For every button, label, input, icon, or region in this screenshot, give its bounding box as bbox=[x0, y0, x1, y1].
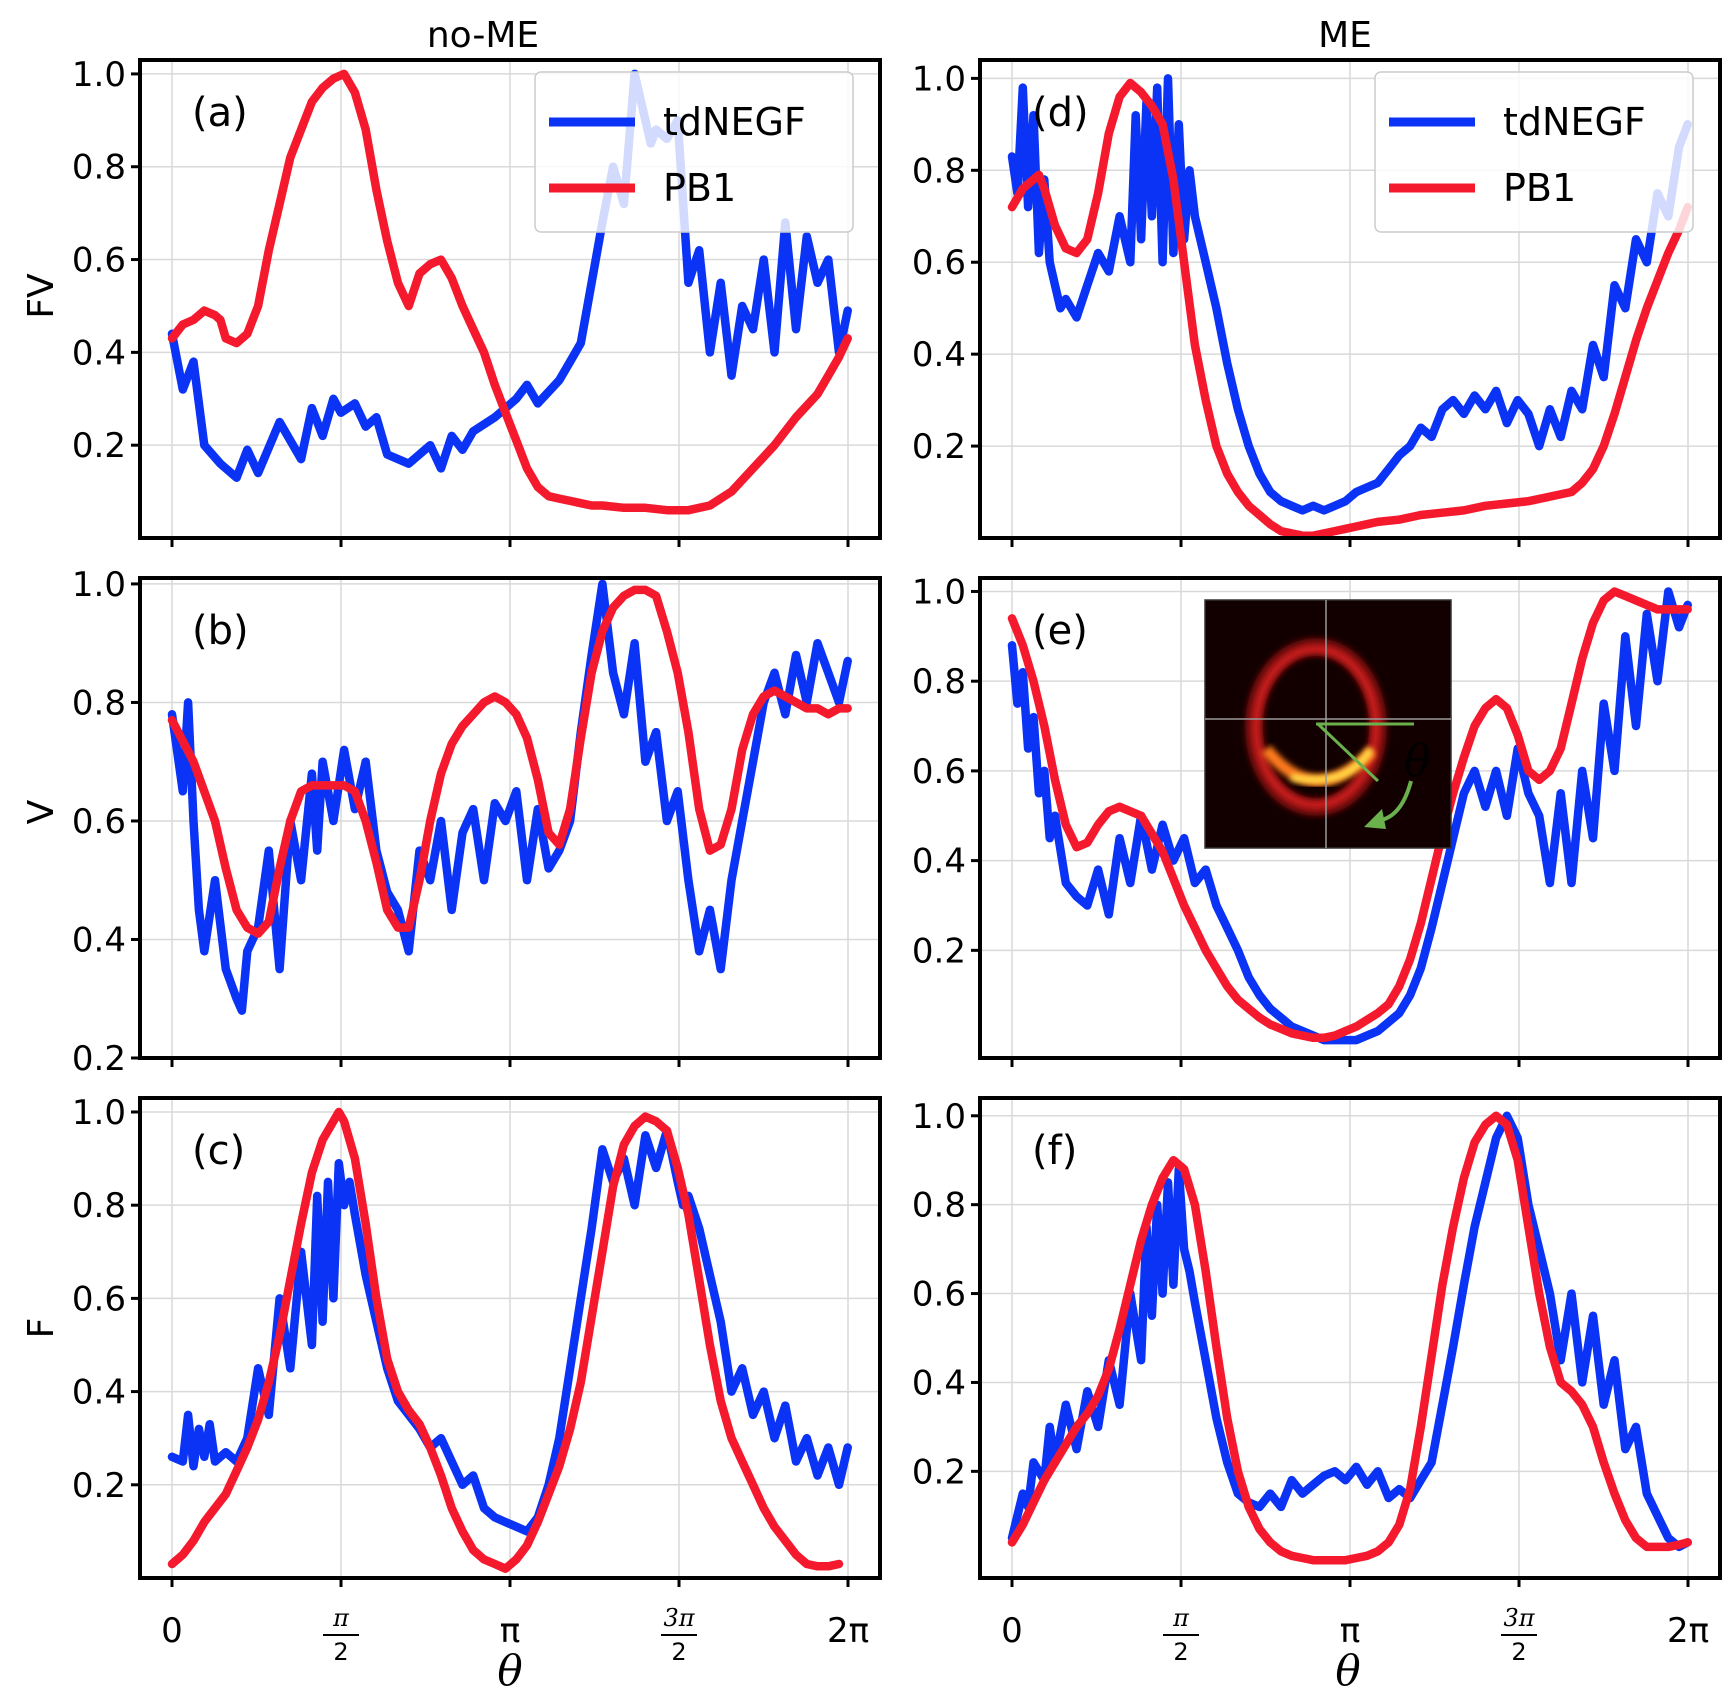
column-title-no-me: no-ME bbox=[427, 15, 539, 56]
y-tick-label: 0.6 bbox=[72, 1279, 126, 1319]
series-line-tdnegf bbox=[167, 69, 852, 482]
x-tick-label-denominator: 2 bbox=[1173, 1638, 1188, 1666]
series-line-pb1 bbox=[1007, 78, 1692, 540]
y-axis-label-f: F bbox=[21, 1318, 62, 1339]
inset-theta-label: θ bbox=[1404, 736, 1431, 787]
angle-ray bbox=[1316, 722, 1380, 783]
y-tick-label: 0.8 bbox=[912, 662, 966, 702]
column-title-me: ME bbox=[1318, 15, 1372, 56]
y-tick-label: 0.4 bbox=[912, 335, 966, 375]
y-tick-label: 0.6 bbox=[912, 243, 966, 283]
y-tick-label: 0.2 bbox=[912, 1452, 966, 1492]
plot-frame bbox=[138, 58, 882, 540]
legend: tdNEGF PB1 bbox=[1374, 71, 1694, 233]
plot-frame bbox=[978, 58, 1722, 540]
y-tick-label: 0.8 bbox=[72, 1186, 126, 1226]
y-tick-label: 0.8 bbox=[72, 683, 126, 723]
series-line-tdnegf bbox=[167, 579, 852, 1015]
y-tick-label: 0.8 bbox=[912, 1186, 966, 1226]
plot-frame bbox=[978, 576, 1722, 1060]
panel-label: (c) bbox=[192, 1128, 245, 1174]
series-line-pb1 bbox=[1007, 1111, 1692, 1565]
y-tick-label: 0.4 bbox=[912, 1363, 966, 1403]
x-axis-label-right: θ bbox=[1335, 1646, 1360, 1695]
x-tick-label: 3π2 bbox=[1501, 1604, 1537, 1666]
y-tick-label: 0.4 bbox=[72, 1373, 126, 1413]
y-tick-label: 0.2 bbox=[72, 1039, 126, 1079]
x-tick-label-denominator: 2 bbox=[333, 1638, 348, 1666]
inset-ring-image: θ bbox=[1204, 599, 1452, 849]
y-tick-label: 0.8 bbox=[72, 148, 126, 188]
y-axis-label-v: V bbox=[21, 799, 62, 824]
y-tick-label: 1.0 bbox=[912, 1097, 966, 1137]
y-tick-label: 0.2 bbox=[72, 426, 126, 466]
y-tick-label: 0.6 bbox=[912, 1275, 966, 1315]
y-tick-label: 1.0 bbox=[72, 565, 126, 605]
y-tick-label: 1.0 bbox=[912, 59, 966, 99]
ring bbox=[1252, 645, 1380, 809]
legend-label-pb1: PB1 bbox=[663, 166, 736, 210]
x-tick-label: 0 bbox=[161, 1611, 183, 1651]
x-tick-label: 2π bbox=[1667, 1611, 1709, 1651]
y-tick-label: 0.2 bbox=[912, 931, 966, 971]
x-tick-label: π2 bbox=[323, 1604, 359, 1666]
x-tick-label: 3π2 bbox=[661, 1604, 697, 1666]
y-tick-label: 0.6 bbox=[72, 802, 126, 842]
x-tick-label-numerator: π bbox=[332, 1604, 350, 1632]
x-tick-label: π bbox=[1340, 1611, 1360, 1651]
plot-frame bbox=[138, 576, 882, 1060]
y-tick-label: 0.4 bbox=[72, 920, 126, 960]
angle-arrow-head bbox=[1364, 809, 1386, 829]
panel-label: (d) bbox=[1032, 90, 1089, 136]
y-tick-label: 0.4 bbox=[72, 333, 126, 373]
y-tick-label: 0.2 bbox=[72, 1466, 126, 1506]
panel-b: 0.2 0.4 0.6 0.8 1.0 (b) bbox=[72, 565, 882, 1079]
series-line-pb1 bbox=[1007, 587, 1692, 1043]
x-tick-label-numerator: 3π bbox=[663, 1604, 695, 1632]
x-tick-label-denominator: 2 bbox=[671, 1638, 686, 1666]
y-tick-label: 0.6 bbox=[72, 241, 126, 281]
x-tick-label-numerator: π bbox=[1172, 1604, 1190, 1632]
series-line-pb1 bbox=[167, 69, 852, 515]
legend-label-tdnegf: tdNEGF bbox=[1503, 100, 1646, 144]
panel-a: 0.2 0.4 0.6 0.8 1.0 (a) tdNEGF PB1 bbox=[72, 55, 882, 547]
x-axis-label-left: θ bbox=[497, 1646, 522, 1695]
panel-e: 0.2 0.4 0.6 0.8 1.0 (e) θ bbox=[912, 572, 1722, 1067]
legend-label-pb1: PB1 bbox=[1503, 166, 1576, 210]
plot-frame bbox=[978, 1096, 1722, 1580]
ring-hot-spot bbox=[1290, 747, 1374, 784]
y-tick-label: 0.4 bbox=[912, 842, 966, 882]
x-tick-label: π bbox=[500, 1611, 520, 1651]
panel-label: (a) bbox=[192, 90, 248, 136]
y-tick-label: 0.2 bbox=[912, 427, 966, 467]
legend-label-tdnegf: tdNEGF bbox=[663, 100, 806, 144]
y-tick-label: 0.8 bbox=[912, 151, 966, 191]
x-tick-label-numerator: 3π bbox=[1503, 1604, 1535, 1632]
plot-frame bbox=[138, 1096, 882, 1580]
series-line-pb1 bbox=[167, 1107, 844, 1573]
x-tick-label: 2π bbox=[827, 1611, 869, 1651]
series-line-pb1 bbox=[167, 585, 852, 938]
series-line-tdnegf bbox=[1007, 74, 1692, 515]
panel-label: (b) bbox=[192, 608, 249, 654]
series-line-tdnegf bbox=[167, 1126, 852, 1536]
legend: tdNEGF PB1 bbox=[534, 71, 854, 233]
panel-label: (f) bbox=[1032, 1128, 1077, 1174]
x-tick-label: 0 bbox=[1001, 1611, 1023, 1651]
panel-d: 0.2 0.4 0.6 0.8 1.0 (d) tdNEGF PB1 bbox=[912, 58, 1722, 547]
y-axis-label-fv: FV bbox=[21, 273, 62, 319]
y-tick-label: 0.6 bbox=[912, 752, 966, 792]
y-tick-label: 1.0 bbox=[72, 1093, 126, 1133]
x-tick-label-denominator: 2 bbox=[1511, 1638, 1526, 1666]
y-tick-label: 1.0 bbox=[912, 572, 966, 612]
x-tick-label: π2 bbox=[1163, 1604, 1199, 1666]
y-tick-label: 1.0 bbox=[72, 55, 126, 95]
panel-label: (e) bbox=[1032, 608, 1088, 654]
